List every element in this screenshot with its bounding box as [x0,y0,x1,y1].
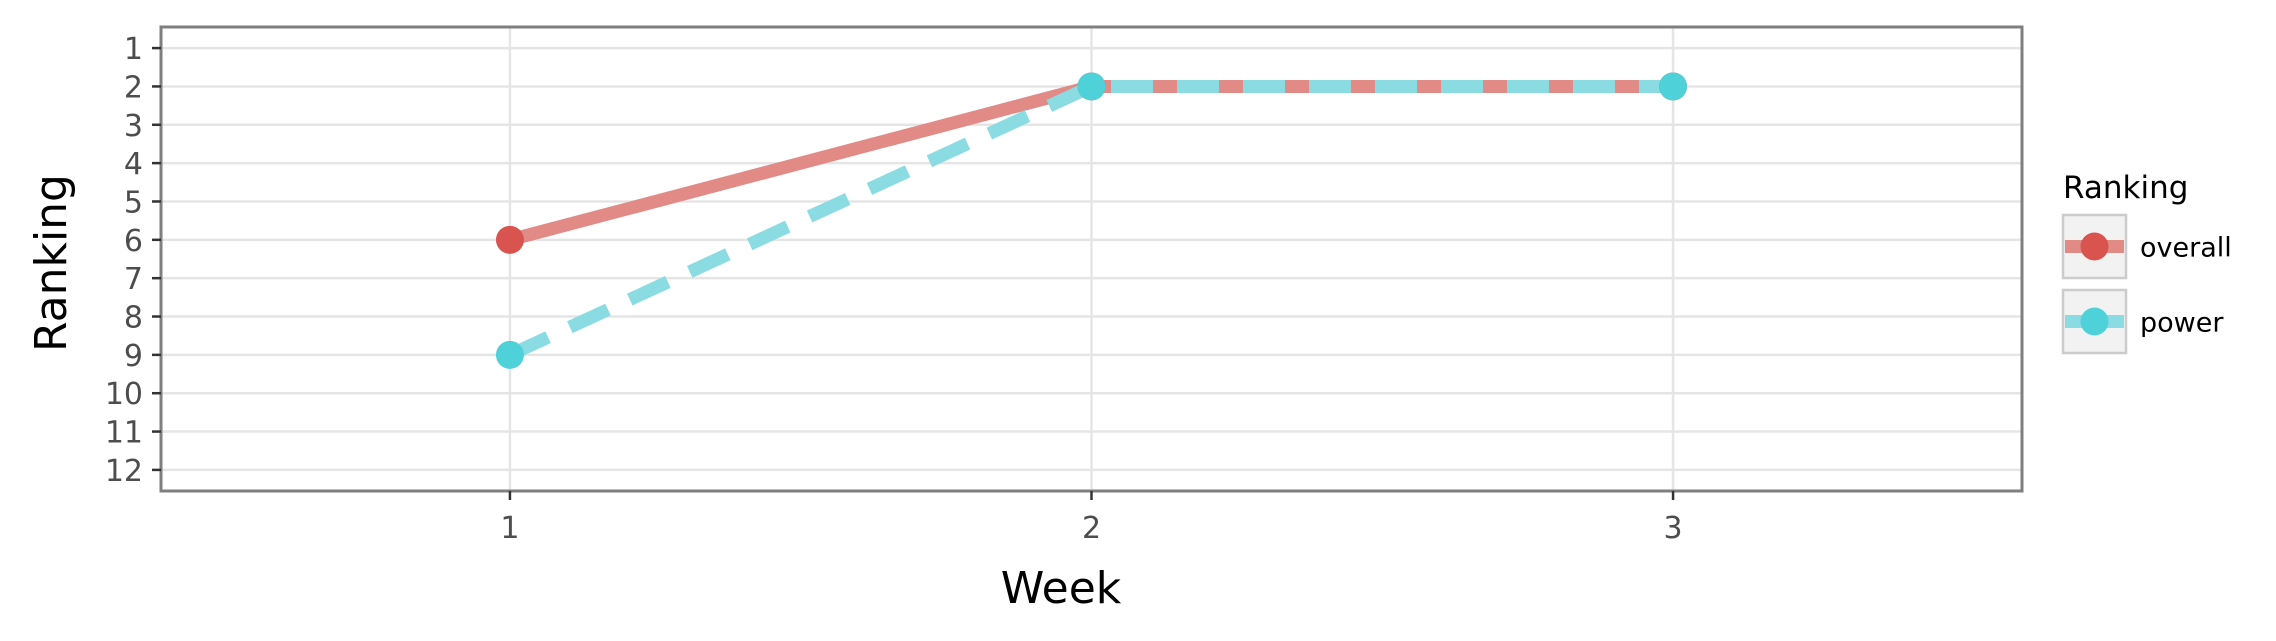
legend-label-overall: overall [2140,233,2232,264]
legend-label-power: power [2140,308,2224,339]
y-tick-label: 7 [124,262,143,297]
y-tick-label: 8 [124,301,143,336]
legend-title: Ranking [2063,170,2188,206]
y-tick-label: 10 [105,377,143,412]
grid [161,27,2022,491]
x-tick-label: 1 [500,511,519,546]
data-point-power [1077,72,1106,101]
legend-item-power: power [2061,288,2224,355]
legend-key-marker [2080,232,2109,261]
data-point-power [1659,72,1688,101]
y-tick-label: 6 [124,224,143,259]
series-layer [495,72,1688,369]
series-points-power [495,72,1688,369]
y-tick-label: 2 [124,70,143,105]
series-power [507,79,1674,361]
y-tick-label: 5 [124,185,143,220]
legend-key-marker [2080,307,2109,336]
y-axis-title: Ranking [26,174,77,352]
x-axis-title: Week [1001,563,1122,614]
legend: Ranking overall power [2061,170,2232,355]
y-tick-label: 9 [124,339,143,374]
x-tick-label: 2 [1082,511,1101,546]
y-tick-label: 12 [105,454,143,489]
data-point-power [495,340,524,369]
data-point-overall [495,225,524,254]
y-tick-label: 11 [105,416,143,451]
y-tick-label: 4 [124,147,143,182]
series-line-power [507,79,1674,361]
y-tick-label: 3 [124,109,143,144]
y-tick-label: 1 [124,32,143,67]
x-tick-label: 3 [1664,511,1683,546]
legend-item-overall: overall [2061,213,2232,280]
